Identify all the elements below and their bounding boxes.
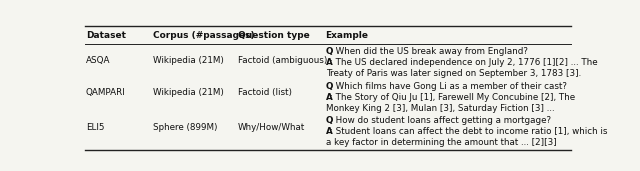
- Text: Sphere (899M): Sphere (899M): [154, 123, 218, 132]
- Text: : The US declared independence on July 2, 1776 [1][2] ... The: : The US declared independence on July 2…: [330, 58, 598, 67]
- Text: Q: Q: [326, 116, 333, 125]
- Text: Factoid (list): Factoid (list): [237, 88, 292, 97]
- Text: Example: Example: [326, 31, 369, 40]
- Text: : Which films have Gong Li as a member of their cast?: : Which films have Gong Li as a member o…: [330, 82, 567, 91]
- Text: Dataset: Dataset: [86, 31, 126, 40]
- Text: ELI5: ELI5: [86, 123, 104, 132]
- Text: a key factor in determining the amount that ... [2][3]: a key factor in determining the amount t…: [326, 138, 556, 147]
- Text: Why/How/What: Why/How/What: [237, 123, 305, 132]
- Text: : The Story of Qiu Ju [1], Farewell My Concubine [2], The: : The Story of Qiu Ju [1], Farewell My C…: [330, 93, 575, 102]
- Text: Q: Q: [326, 47, 333, 56]
- Text: Wikipedia (21M): Wikipedia (21M): [154, 56, 224, 65]
- Text: Question type: Question type: [237, 31, 310, 40]
- Text: Corpus (#passages): Corpus (#passages): [154, 31, 255, 40]
- Text: ASQA: ASQA: [86, 56, 111, 65]
- Text: Wikipedia (21M): Wikipedia (21M): [154, 88, 224, 97]
- Text: A: A: [326, 93, 332, 102]
- Text: Treaty of Paris was later signed on September 3, 1783 [3].: Treaty of Paris was later signed on Sept…: [326, 69, 580, 78]
- Text: : How do student loans affect getting a mortgage?: : How do student loans affect getting a …: [330, 116, 551, 125]
- Text: : Student loans can affect the debt to income ratio [1], which is: : Student loans can affect the debt to i…: [330, 127, 607, 136]
- Text: A: A: [326, 58, 332, 67]
- Text: Q: Q: [326, 82, 333, 91]
- Text: : When did the US break away from England?: : When did the US break away from Englan…: [330, 47, 528, 56]
- Text: Factoid (ambiguous): Factoid (ambiguous): [237, 56, 327, 65]
- Text: QAMPARI: QAMPARI: [86, 88, 125, 97]
- Text: Monkey King 2 [3], Mulan [3], Saturday Fiction [3] ...: Monkey King 2 [3], Mulan [3], Saturday F…: [326, 104, 554, 113]
- Text: A: A: [326, 127, 332, 136]
